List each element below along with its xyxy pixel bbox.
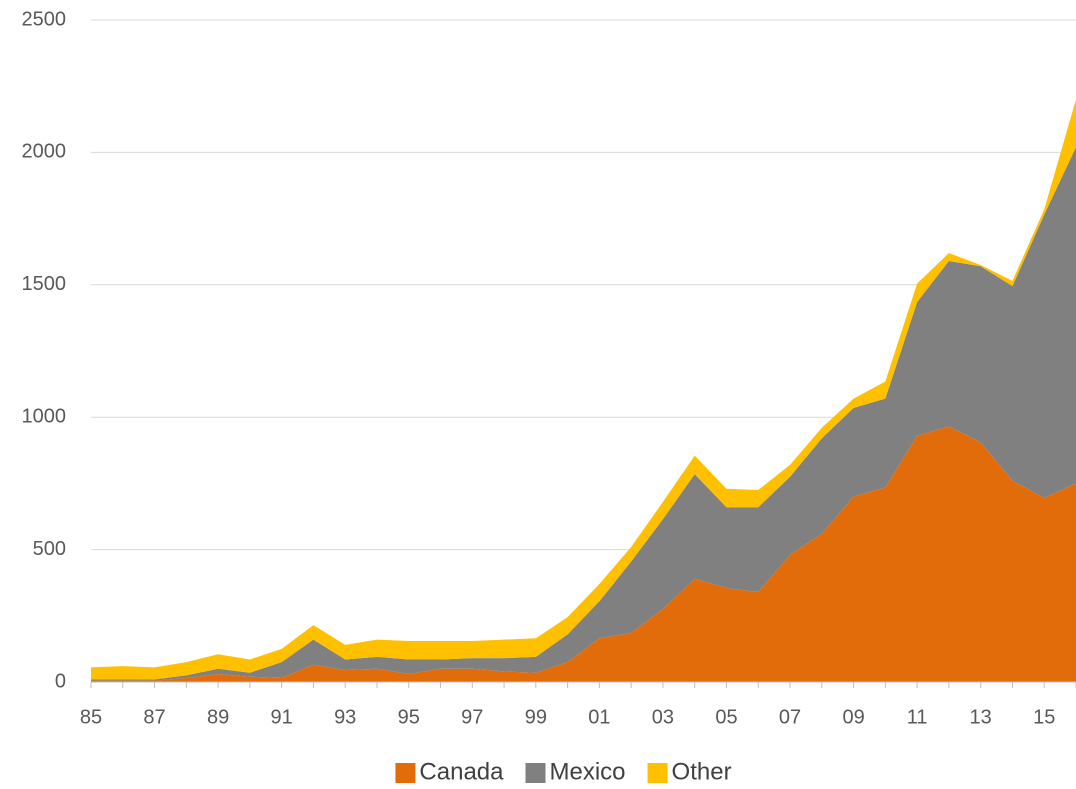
x-tick-label: 05 [715,706,737,728]
legend-swatch [647,763,668,783]
area [91,99,1076,680]
x-tick-label: 91 [271,706,293,728]
legend-swatch [525,763,546,783]
x-tick-label: 01 [588,706,610,728]
x-tick-label: 03 [652,706,674,728]
legend-label: Canada [419,758,504,785]
x-tick-label: 99 [525,706,547,728]
legend-swatch [395,763,416,783]
x-tick-label: 11 [907,706,928,728]
x-tick-label: 13 [970,706,992,728]
x-tick-label: 15 [1033,706,1055,728]
x-tick-label: 93 [334,706,356,728]
area [91,426,1076,682]
y-tick-label: 500 [33,538,66,560]
legend-label: Mexico [550,758,626,785]
x-tick-label: 89 [207,706,229,728]
y-tick-label: 0 [55,670,66,692]
x-tick-label: 09 [842,706,864,728]
y-tick-label: 1000 [22,405,67,427]
x-tick-label: 95 [398,706,420,728]
legend-label: Other [672,758,732,785]
y-tick-label: 2000 [22,141,67,163]
y-tick-label: 1500 [22,273,67,295]
x-tick-label: 97 [461,706,483,728]
x-tick-label: 07 [779,706,801,728]
x-tick-label: 87 [143,706,165,728]
area [91,147,1076,681]
x-tick-label: 85 [80,706,102,728]
y-tick-label: 2500 [22,8,67,30]
